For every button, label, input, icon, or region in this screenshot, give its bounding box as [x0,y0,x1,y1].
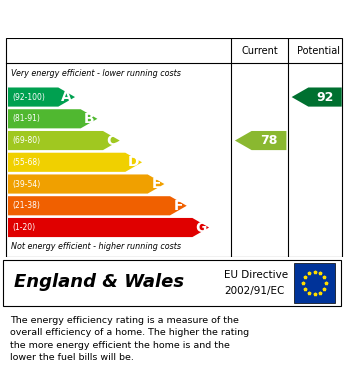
FancyBboxPatch shape [294,263,335,303]
Text: 78: 78 [260,134,278,147]
Text: F: F [174,199,183,213]
Text: The energy efficiency rating is a measure of the
overall efficiency of a home. T: The energy efficiency rating is a measur… [10,316,250,362]
Text: (92-100): (92-100) [12,93,45,102]
Text: 92: 92 [316,91,334,104]
Text: 2002/91/EC: 2002/91/EC [224,286,285,296]
Text: E: E [151,177,161,191]
Polygon shape [8,153,142,172]
Text: (1-20): (1-20) [12,223,35,232]
Text: A: A [61,90,72,104]
Text: England & Wales: England & Wales [14,273,184,291]
Text: (39-54): (39-54) [12,179,40,188]
Polygon shape [235,131,286,150]
Text: Current: Current [242,46,278,56]
Text: (55-68): (55-68) [12,158,40,167]
Polygon shape [8,218,209,237]
Text: D: D [128,155,140,169]
Text: Energy Efficiency Rating: Energy Efficiency Rating [10,10,239,28]
Polygon shape [8,174,164,194]
Text: (21-38): (21-38) [12,201,40,210]
Polygon shape [8,109,97,128]
Text: C: C [106,134,117,147]
Text: (81-91): (81-91) [12,114,40,123]
Polygon shape [8,131,120,150]
Text: EU Directive: EU Directive [224,270,288,280]
Text: G: G [195,221,206,235]
Text: (69-80): (69-80) [12,136,40,145]
Polygon shape [292,88,342,107]
Polygon shape [8,196,187,215]
Text: Potential: Potential [296,46,340,56]
Polygon shape [8,88,75,107]
Text: Not energy efficient - higher running costs: Not energy efficient - higher running co… [11,242,182,251]
Text: Very energy efficient - lower running costs: Very energy efficient - lower running co… [11,69,181,78]
Text: B: B [84,112,94,126]
